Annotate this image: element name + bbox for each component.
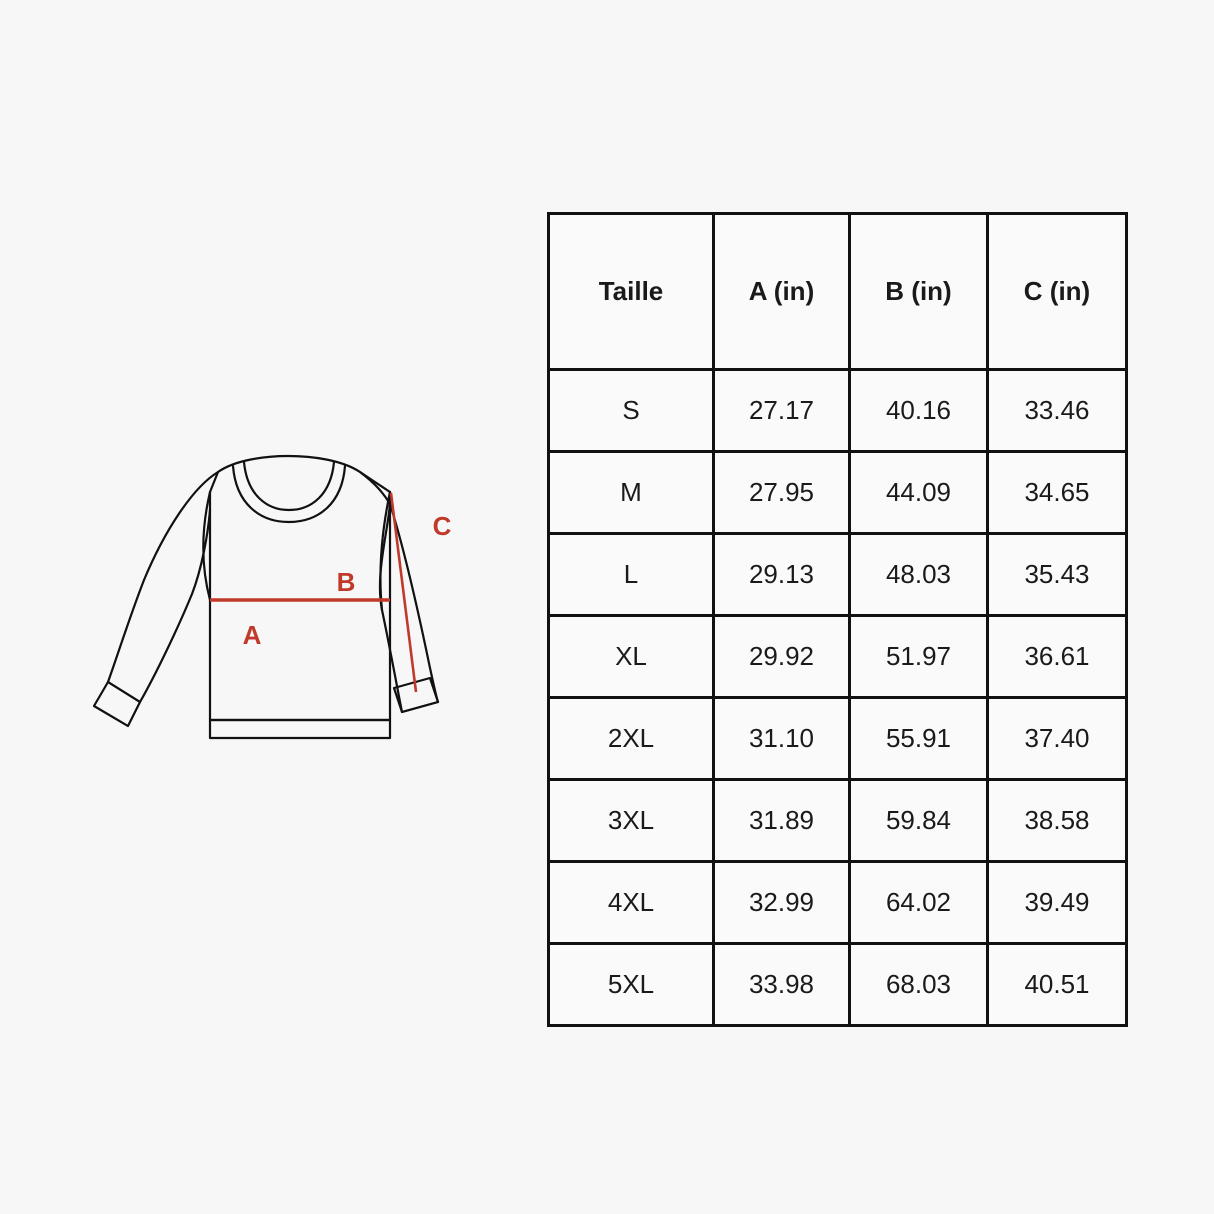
column-header-c: C (in) bbox=[986, 212, 1128, 371]
garment-left-armhole-seam bbox=[202, 490, 212, 602]
cell-size: M bbox=[547, 450, 715, 535]
cell-size: S bbox=[547, 368, 715, 453]
cell-a: 33.98 bbox=[712, 942, 851, 1027]
measure-label-a: A bbox=[243, 620, 262, 650]
cell-a: 27.95 bbox=[712, 450, 851, 535]
size-table-container: Taille A (in) B (in) C (in) S 27.17 40.1… bbox=[547, 212, 1128, 1027]
cell-c: 36.61 bbox=[986, 614, 1128, 699]
table-row: 3XL 31.89 59.84 38.58 bbox=[547, 778, 1128, 863]
garment-body-outline bbox=[208, 454, 392, 722]
garment-right-sleeve bbox=[358, 470, 440, 714]
table-row: 5XL 33.98 68.03 40.51 bbox=[547, 942, 1128, 1027]
cell-a: 29.92 bbox=[712, 614, 851, 699]
garment-neck-outer bbox=[231, 464, 347, 524]
table-row: 2XL 31.10 55.91 37.40 bbox=[547, 696, 1128, 781]
cell-size: XL bbox=[547, 614, 715, 699]
cell-size: 3XL bbox=[547, 778, 715, 863]
cell-c: 40.51 bbox=[986, 942, 1128, 1027]
table-row: L 29.13 48.03 35.43 bbox=[547, 532, 1128, 617]
table-row: M 27.95 44.09 34.65 bbox=[547, 450, 1128, 535]
garment-left-cuff bbox=[92, 680, 142, 728]
column-header-taille: Taille bbox=[547, 212, 715, 371]
cell-size: L bbox=[547, 532, 715, 617]
column-header-a: A (in) bbox=[712, 212, 851, 371]
table-row: 4XL 32.99 64.02 39.49 bbox=[547, 860, 1128, 945]
cell-a: 29.13 bbox=[712, 532, 851, 617]
cell-c: 34.65 bbox=[986, 450, 1128, 535]
cell-a: 32.99 bbox=[712, 860, 851, 945]
column-header-b: B (in) bbox=[848, 212, 989, 371]
cell-c: 33.46 bbox=[986, 368, 1128, 453]
cell-b: 40.16 bbox=[848, 368, 989, 453]
garment-neck-inner bbox=[242, 460, 336, 512]
cell-a: 27.17 bbox=[712, 368, 851, 453]
table-header-row: Taille A (in) B (in) C (in) bbox=[547, 212, 1128, 371]
cell-b: 51.97 bbox=[848, 614, 989, 699]
cell-b: 59.84 bbox=[848, 778, 989, 863]
cell-c: 38.58 bbox=[986, 778, 1128, 863]
table-row: XL 29.92 51.97 36.61 bbox=[547, 614, 1128, 699]
cell-b: 48.03 bbox=[848, 532, 989, 617]
cell-b: 44.09 bbox=[848, 450, 989, 535]
size-table: Taille A (in) B (in) C (in) S 27.17 40.1… bbox=[547, 212, 1128, 1027]
garment-right-cuff bbox=[392, 676, 440, 714]
garment-illustration: A B C bbox=[60, 430, 480, 770]
cell-size: 5XL bbox=[547, 942, 715, 1027]
cell-a: 31.89 bbox=[712, 778, 851, 863]
garment-left-sleeve bbox=[106, 470, 220, 704]
cell-c: 37.40 bbox=[986, 696, 1128, 781]
measure-line-c bbox=[389, 492, 418, 693]
cell-c: 39.49 bbox=[986, 860, 1128, 945]
cell-size: 2XL bbox=[547, 696, 715, 781]
measure-label-c: C bbox=[433, 511, 452, 541]
cell-b: 68.03 bbox=[848, 942, 989, 1027]
cell-b: 55.91 bbox=[848, 696, 989, 781]
garment-right-armhole-seam bbox=[379, 490, 392, 612]
garment-hem-band bbox=[208, 718, 392, 740]
table-row: S 27.17 40.16 33.46 bbox=[547, 368, 1128, 453]
cell-c: 35.43 bbox=[986, 532, 1128, 617]
cell-b: 64.02 bbox=[848, 860, 989, 945]
cell-size: 4XL bbox=[547, 860, 715, 945]
measure-label-b: B bbox=[337, 567, 356, 597]
cell-a: 31.10 bbox=[712, 696, 851, 781]
